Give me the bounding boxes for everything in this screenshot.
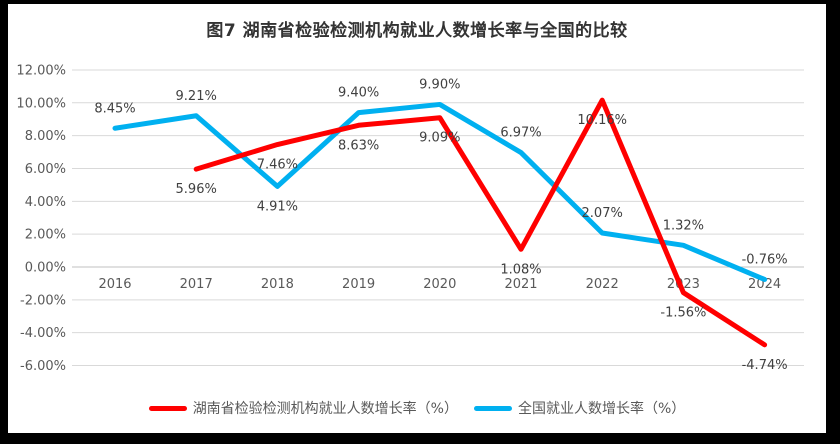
y-tick-label: 6.00%: [25, 162, 66, 177]
data-label-national: 9.90%: [419, 77, 460, 92]
y-tick-label: 2.00%: [25, 228, 66, 243]
y-tick-label: 0.00%: [25, 261, 66, 276]
legend-label-hunan: 湖南省检验检测机构就业人数增长率（%）: [192, 401, 458, 417]
x-tick-label: 2016: [98, 277, 131, 292]
y-tick-label: 12.00%: [16, 63, 66, 78]
y-tick-label: -2.00%: [20, 293, 66, 308]
data-label-national: 9.40%: [338, 86, 379, 101]
legend-line-icon-national: [474, 405, 512, 411]
data-label-national: 9.21%: [176, 89, 217, 104]
x-tick-label: 2020: [423, 277, 456, 292]
x-tick-label: 2021: [504, 277, 537, 292]
series-line-hunan: [193, 97, 768, 348]
chart-title: 图7 湖南省检验检测机构就业人数增长率与全国的比较: [206, 21, 628, 41]
y-tick-label: -4.00%: [20, 326, 66, 341]
legend-item-national: 全国就业人数增长率（%）: [474, 398, 685, 418]
data-label-national: 4.91%: [257, 199, 298, 214]
y-tick-label: 8.00%: [25, 129, 66, 144]
y-tick-label: 10.00%: [16, 96, 66, 111]
legend-line-icon-hunan: [148, 405, 187, 411]
data-label-hunan: 1.08%: [500, 262, 541, 277]
x-tick-label: 2019: [342, 277, 375, 292]
x-tick-label: 2017: [180, 277, 213, 292]
data-label-hunan: 5.96%: [176, 182, 217, 197]
chart-legend: 湖南省检验检测机构就业人数增长率（%） 全国就业人数增长率（%）: [8, 398, 826, 418]
data-label-hunan: 9.09%: [419, 131, 460, 146]
legend-item-hunan: 湖南省检验检测机构就业人数增长率（%）: [148, 398, 458, 418]
legend-label-national: 全国就业人数增长率（%）: [518, 401, 686, 417]
x-tick-label: 2018: [261, 277, 294, 292]
x-tick-label: 2022: [586, 277, 619, 292]
data-label-hunan: 8.63%: [338, 138, 379, 153]
data-label-hunan: 10.16%: [577, 113, 627, 128]
chart-canvas: 图7 湖南省检验检测机构就业人数增长率与全国的比较 12.00% 10.00% 8.…: [8, 4, 826, 433]
data-label-hunan: 7.46%: [257, 158, 298, 173]
data-label-national: 6.97%: [500, 126, 541, 141]
x-tick-label: 2023: [667, 277, 700, 292]
line-chart: 12.00% 10.00% 8.00% 6.00% 4.00% 2.00% 0.00% -2.…: [16, 63, 804, 374]
series-line-national: [112, 101, 768, 282]
data-label-national: -0.76%: [742, 252, 788, 267]
data-label-national: 8.45%: [94, 101, 135, 116]
x-tick-label: 2024: [748, 277, 781, 292]
y-tick-label: 4.00%: [25, 195, 66, 210]
data-label-hunan: -4.74%: [742, 358, 788, 373]
data-label-national: 2.07%: [582, 206, 623, 221]
data-label-national: 1.32%: [663, 218, 704, 233]
y-tick-label: -6.00%: [20, 359, 66, 374]
data-label-hunan: -1.56%: [660, 306, 706, 321]
